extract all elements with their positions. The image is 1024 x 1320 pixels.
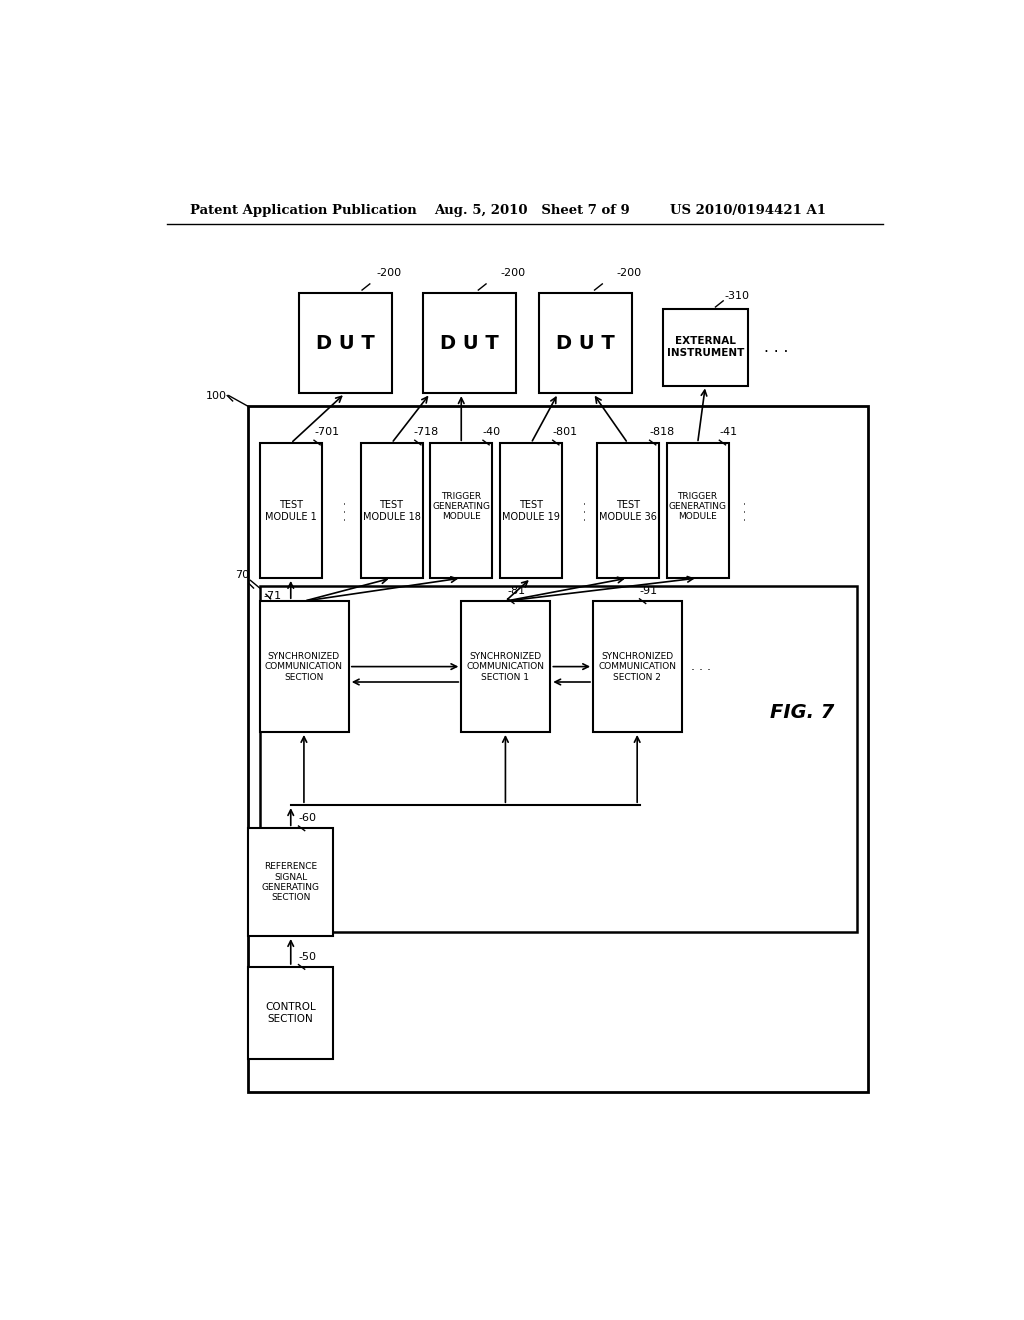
Text: -60: -60 (299, 813, 316, 822)
Text: FIG. 7: FIG. 7 (770, 704, 835, 722)
Text: . . .: . . . (736, 502, 750, 521)
Text: -701: -701 (314, 428, 339, 437)
Text: -71: -71 (263, 591, 282, 601)
Bar (248, 407, 868, 1092)
Text: -200: -200 (500, 268, 525, 277)
Text: 70: 70 (234, 570, 249, 581)
Text: . . .: . . . (764, 339, 787, 355)
Text: CONTROL
SECTION: CONTROL SECTION (265, 1002, 316, 1024)
Text: Patent Application Publication: Patent Application Publication (190, 205, 417, 218)
Bar (260, 586, 856, 932)
Bar (663, 309, 748, 385)
Bar (597, 444, 658, 578)
Bar (667, 444, 729, 578)
Bar (360, 444, 423, 578)
Text: TEST
MODULE 36: TEST MODULE 36 (599, 500, 656, 521)
Text: D U T: D U T (439, 334, 499, 352)
Text: TRIGGER
GENERATING
MODULE: TRIGGER GENERATING MODULE (669, 491, 727, 521)
Text: -81: -81 (508, 586, 526, 595)
Text: SYNCHRONIZED
COMMUNICATION
SECTION 1: SYNCHRONIZED COMMUNICATION SECTION 1 (466, 652, 545, 681)
Text: 100: 100 (206, 391, 227, 400)
Text: . . .: . . . (691, 660, 712, 673)
Text: -818: -818 (649, 428, 675, 437)
Bar (299, 293, 391, 393)
Text: -50: -50 (299, 952, 316, 961)
Bar (260, 601, 349, 733)
Bar (593, 601, 682, 733)
Text: Aug. 5, 2010   Sheet 7 of 9: Aug. 5, 2010 Sheet 7 of 9 (434, 205, 630, 218)
Text: TEST
MODULE 1: TEST MODULE 1 (265, 500, 316, 521)
Bar (248, 966, 334, 1059)
Text: D U T: D U T (315, 334, 375, 352)
Text: TEST
MODULE 19: TEST MODULE 19 (502, 500, 560, 521)
Text: SYNCHRONIZED
COMMUNICATION
SECTION 2: SYNCHRONIZED COMMUNICATION SECTION 2 (598, 652, 676, 681)
Text: -801: -801 (553, 428, 578, 437)
Text: -718: -718 (414, 428, 438, 437)
Text: D U T: D U T (556, 334, 614, 352)
Text: -40: -40 (483, 428, 501, 437)
Text: SYNCHRONIZED
COMMUNICATION
SECTION: SYNCHRONIZED COMMUNICATION SECTION (265, 652, 343, 681)
Text: -91: -91 (640, 586, 657, 595)
Bar (430, 444, 493, 578)
Text: -200: -200 (616, 268, 641, 277)
Text: EXTERNAL
INSTRUMENT: EXTERNAL INSTRUMENT (667, 337, 744, 358)
Bar (539, 293, 632, 393)
Bar (248, 829, 334, 936)
Text: . . .: . . . (336, 502, 349, 521)
Text: TRIGGER
GENERATING
MODULE: TRIGGER GENERATING MODULE (432, 491, 490, 521)
Text: TEST
MODULE 18: TEST MODULE 18 (362, 500, 421, 521)
Bar (423, 293, 515, 393)
Bar (461, 601, 550, 733)
Text: US 2010/0194421 A1: US 2010/0194421 A1 (671, 205, 826, 218)
Text: -41: -41 (719, 428, 737, 437)
Bar (500, 444, 562, 578)
Text: REFERENCE
SIGNAL
GENERATING
SECTION: REFERENCE SIGNAL GENERATING SECTION (262, 862, 319, 903)
Text: -200: -200 (376, 268, 401, 277)
Text: -310: -310 (725, 290, 750, 301)
Text: . . .: . . . (575, 502, 589, 521)
Bar (260, 444, 322, 578)
